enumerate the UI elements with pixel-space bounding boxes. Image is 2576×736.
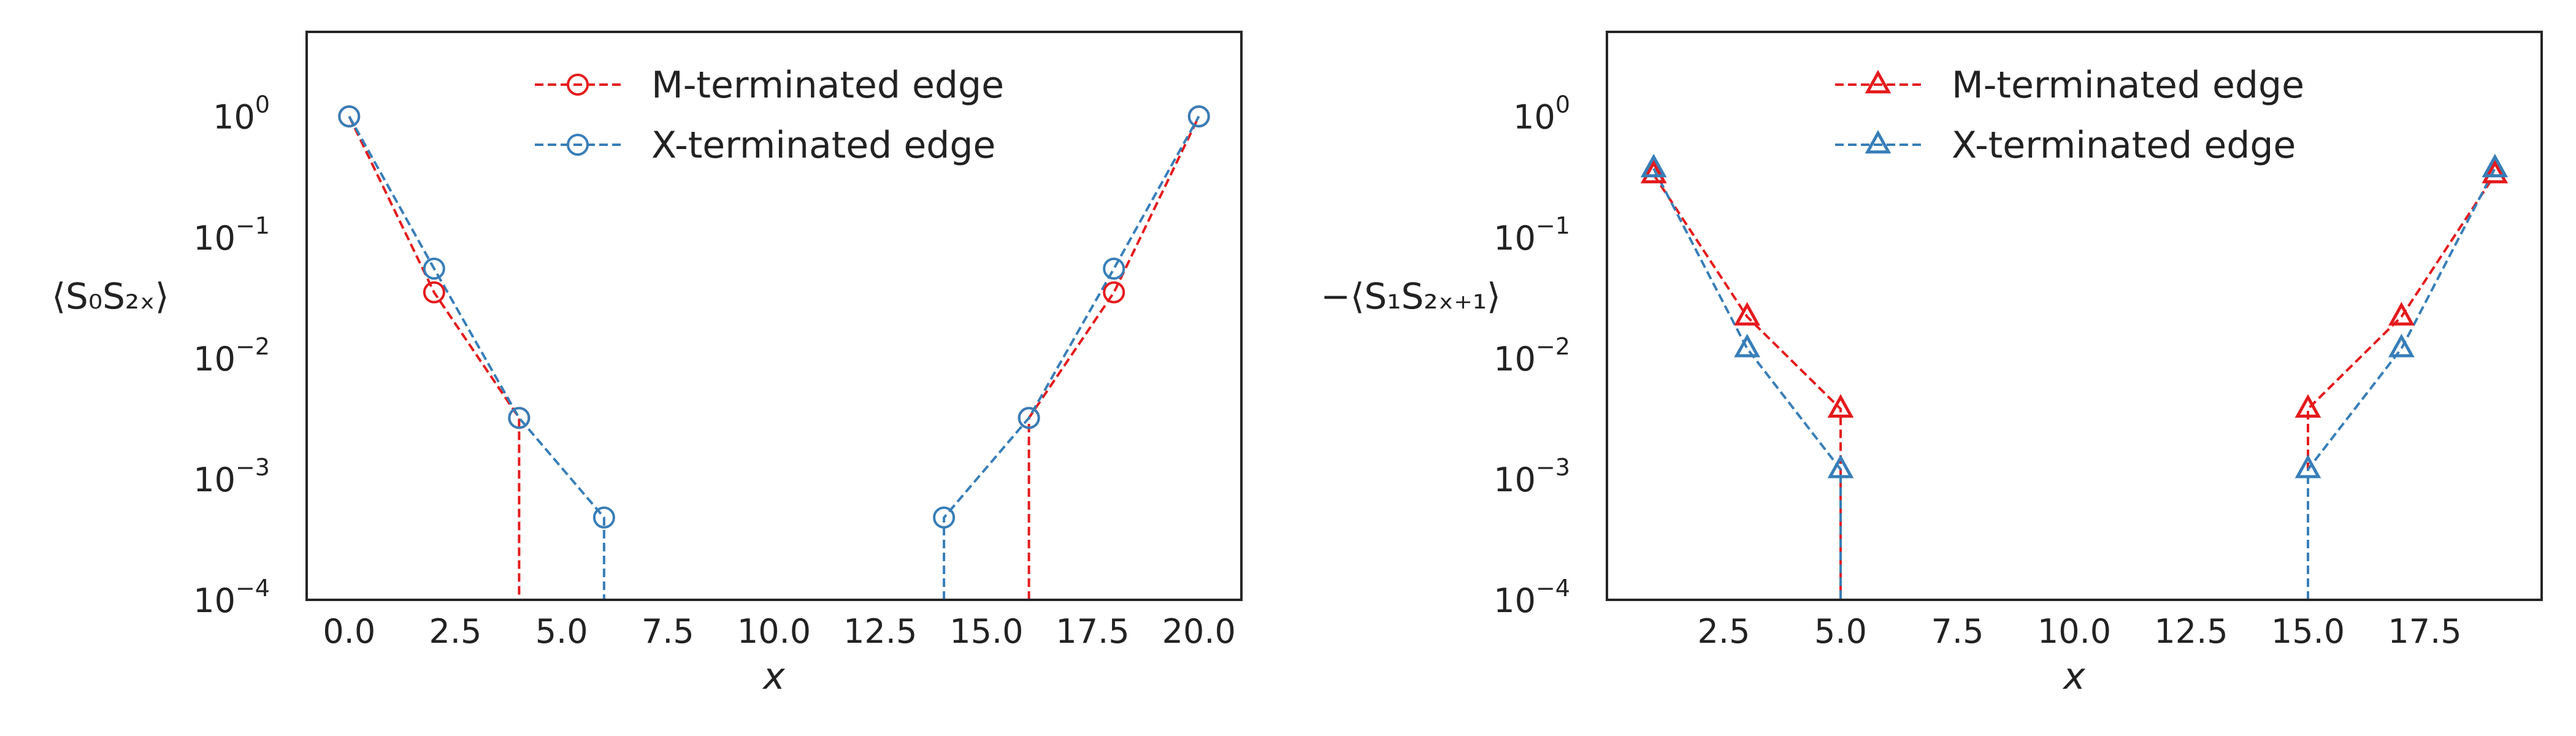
data-point: [2294, 394, 2321, 418]
x-tick-label: 2.5: [429, 612, 482, 651]
data-point: [2388, 334, 2415, 358]
series-line-x-right: [943, 115, 1200, 600]
data-point: [2482, 159, 2509, 183]
x-axis-label: x: [762, 655, 785, 698]
data-point: [1640, 159, 1667, 183]
data-point: [1640, 153, 1667, 178]
y-axis-label: −⟨S₁S₂ₓ₊₁⟩: [1321, 275, 1501, 317]
x-tick-label: 5.0: [1814, 612, 1867, 651]
y-tick-label: 100: [213, 91, 270, 137]
data-point: [1187, 105, 1210, 128]
data-point: [2294, 454, 2321, 478]
legend-item: M-terminated edge: [1835, 64, 2304, 107]
legend-item: X-terminated edge: [535, 124, 995, 167]
series-line-x-right: [2307, 167, 2496, 600]
y-tick-label: 10−2: [193, 333, 270, 378]
x-axis-label: x: [2062, 655, 2085, 698]
legend-label: M-terminated edge: [1952, 64, 2304, 107]
x-tick-label: 7.5: [1931, 612, 1984, 651]
series-line-x-left: [348, 115, 605, 600]
series-line-x-left: [1652, 167, 1842, 600]
data-point: [2482, 153, 2509, 178]
x-tick-label: 2.5: [1698, 612, 1750, 651]
x-tick-label: 7.5: [642, 612, 694, 651]
data-point: [1103, 257, 1125, 280]
legend-label: M-terminated edge: [651, 64, 1004, 107]
panel-left: 0.0 2.5 5.0 7.5 10.0 12.5 15.0 17.5 20.0 100 10−1 1…: [52, 31, 1243, 698]
x-tick-label: 15.0: [949, 612, 1023, 651]
x-tick-label: 15.0: [2271, 612, 2345, 651]
data-point: [1103, 281, 1125, 304]
panel-right: 2.5 5.0 7.5 10.0 12.5 15.0 17.5 100 10−1 10−2 10−3…: [1321, 31, 2543, 698]
data-point: [508, 407, 531, 429]
x-tick-label: 12.5: [2154, 612, 2228, 651]
x-tick-label: 10.0: [2037, 612, 2111, 651]
data-point: [2388, 302, 2415, 326]
data-point: [1734, 302, 1760, 326]
plot-frame: [305, 31, 1243, 601]
y-axis-label: ⟨S₀S₂ₓ⟩: [52, 275, 169, 317]
data-point: [338, 105, 361, 128]
y-tick-label: 10−1: [1493, 212, 1570, 258]
data-point: [1018, 407, 1040, 429]
data-point: [423, 257, 445, 280]
y-tick-label: 10−3: [193, 454, 270, 499]
y-tick-label: 10−2: [1493, 333, 1570, 378]
legend-marker: [567, 74, 589, 96]
y-tick-label: 100: [1513, 91, 1570, 137]
data-point: [592, 506, 615, 529]
legend-label: X-terminated edge: [1952, 124, 2296, 167]
x-tick-label: 17.5: [2388, 612, 2461, 651]
y-tick-label: 10−4: [193, 575, 270, 620]
x-tick-label: 20.0: [1162, 612, 1236, 651]
series-line-m-right: [2307, 174, 2496, 600]
data-point: [1827, 454, 1854, 478]
legend-label: X-terminated edge: [651, 124, 995, 167]
x-tick-label: 10.0: [737, 612, 811, 651]
series-line-m-right: [1027, 115, 1200, 600]
legend-item: X-terminated edge: [1835, 124, 2296, 167]
x-tick-label: 0.0: [323, 612, 375, 651]
series-line-m-left: [1652, 174, 1842, 600]
y-tick-label: 10−3: [1493, 454, 1570, 499]
legend-marker: [567, 134, 589, 156]
data-point: [933, 506, 956, 529]
legend-marker: [1865, 129, 1892, 154]
y-tick-label: 10−4: [1493, 575, 1570, 620]
data-point: [1734, 334, 1760, 358]
plot-frame: [1606, 31, 2543, 601]
legend-marker: [1865, 69, 1892, 94]
legend-item: M-terminated edge: [535, 64, 1004, 107]
data-point: [1827, 394, 1854, 418]
x-tick-label: 12.5: [843, 612, 917, 651]
x-tick-label: 5.0: [535, 612, 588, 651]
data-point: [423, 281, 445, 304]
x-tick-label: 17.5: [1056, 612, 1129, 651]
y-tick-label: 10−1: [193, 212, 270, 258]
series-line-m-left: [348, 115, 521, 600]
